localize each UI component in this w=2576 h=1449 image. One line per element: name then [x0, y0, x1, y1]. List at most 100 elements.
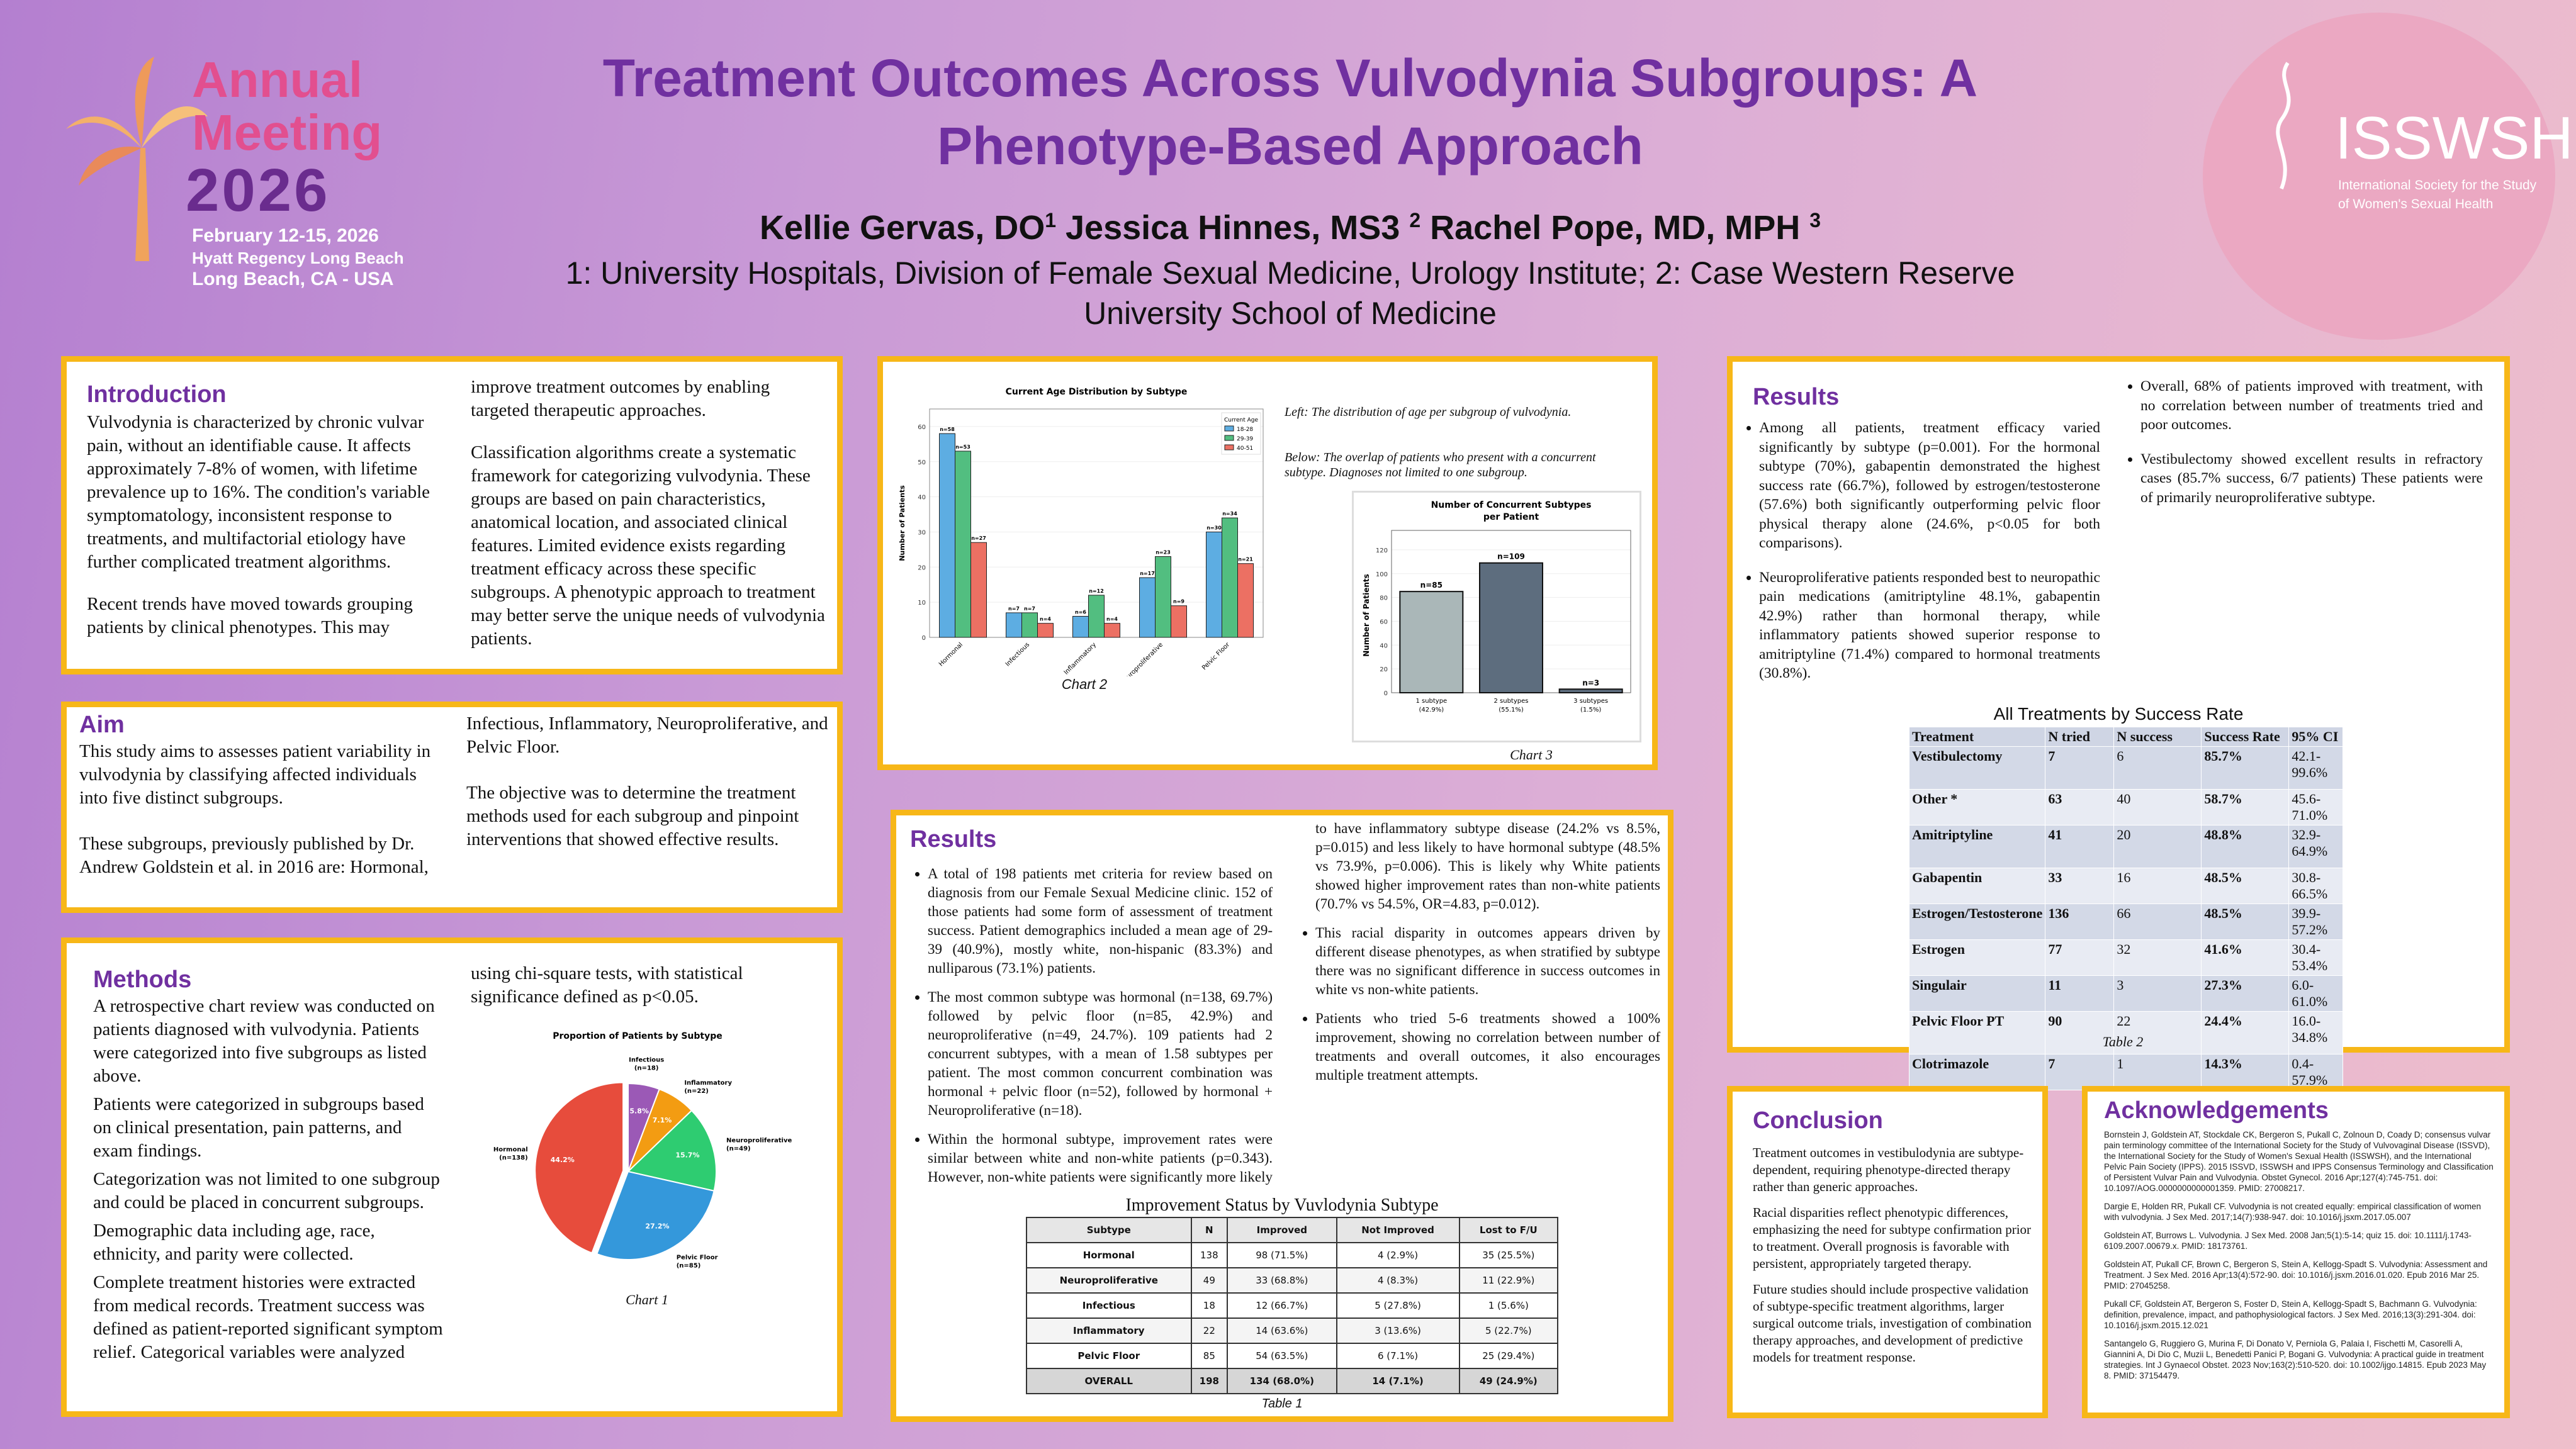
bar-value-label: n=17 — [1140, 571, 1155, 576]
table-cell: 30.4-53.4% — [2288, 939, 2343, 976]
conclusion-body: Treatment outcomes in vestibulodynia are… — [1753, 1145, 2032, 1365]
bar — [1558, 688, 1623, 694]
bar-value-label: n=12 — [1089, 588, 1104, 594]
table-2-caption: Table 2 — [2102, 1034, 2144, 1049]
table-cell: 41.6% — [2201, 939, 2290, 976]
bar-value-label: n=85 — [1420, 581, 1443, 590]
table-row: Other * 63 40 58.7% 45.6-71.0% — [1908, 789, 2343, 825]
acknowledgements-heading: Acknowledgements — [2104, 1097, 2329, 1124]
legend-swatch — [1224, 425, 1234, 432]
legend-box — [1221, 412, 1261, 455]
concurrent-subtypes-chart: Number of Concurrent Subtypes per Patient… — [1352, 491, 1641, 742]
reference-item: Goldstein AT, Pukall CF, Brown C, Berger… — [2104, 1260, 2488, 1290]
bar-18-28 — [1006, 612, 1022, 638]
table-cell: 198 — [1190, 1368, 1229, 1394]
pie-slice-neuroproliferative — [626, 1109, 717, 1192]
x-tick-pct: (42.9%) — [1419, 707, 1444, 713]
results-right-heading: Results — [1753, 384, 1840, 410]
x-tick-label: Pelvic Floor — [1201, 641, 1232, 672]
table-cell: Gabapentin — [1908, 868, 2046, 904]
bar-value-label: n=34 — [1222, 511, 1237, 517]
table-cell: 0.4-57.9% — [2288, 1054, 2343, 1090]
results-body: A total of 198 patients met criteria for… — [910, 819, 1660, 1192]
x-tick-label: Inflammatory — [1063, 641, 1098, 676]
table-cell: 18 — [1190, 1292, 1229, 1319]
table-cell: 4 (8.3%) — [1336, 1267, 1460, 1294]
table-row: Inflammatory 22 14 (63.6%) 3 (13.6%) 5 (22.7… — [1026, 1318, 1559, 1344]
table-cell: 63 — [2045, 789, 2115, 825]
table-cell: 7 — [2045, 746, 2115, 790]
table-cell: 48.8% — [2201, 825, 2290, 868]
chart-title: Proportion of Patients by Subtype — [553, 1031, 722, 1041]
table-2-title: All Treatments by Success Rate — [1993, 704, 2244, 724]
bar-29-39 — [1088, 595, 1105, 638]
chart-1-caption: Chart 1 — [626, 1292, 668, 1307]
slice-percent-label: 7.1% — [653, 1116, 672, 1124]
results-right-col-right: Overall, 68% of patients improved with t… — [2123, 377, 2483, 517]
table-cell: Amitriptyline — [1908, 825, 2046, 868]
table-row: Amitriptyline 41 20 48.8% 32.9-64.9% — [1908, 825, 2343, 868]
table-cell: 49 — [1190, 1267, 1229, 1294]
bar-value-label: n=109 — [1497, 552, 1525, 561]
bar-18-28 — [1139, 577, 1156, 638]
bar-18-28 — [1072, 615, 1089, 638]
table-cell: 6 (7.1%) — [1336, 1343, 1460, 1369]
table-cell: 12 (66.7%) — [1227, 1292, 1337, 1319]
age-distribution-chart: Current Age Distribution by Subtype 0 10 20… — [891, 374, 1281, 686]
table-cell: Singulair — [1908, 975, 2046, 1012]
table-cell: 22 — [1190, 1318, 1229, 1344]
y-tick-label: 20 — [1380, 666, 1388, 673]
slice-label: Hormonal — [493, 1146, 528, 1153]
bar-29-39 — [955, 450, 971, 638]
table-row: OVERALL 198 134 (68.0%) 14 (7.1%) 49 (24.9%) — [1026, 1368, 1559, 1394]
table-cell: 58.7% — [2201, 789, 2290, 825]
improvement-table: Subtype N Improved Not Improved Lost to F/U … — [1026, 1217, 1559, 1394]
palm-tree-icon — [66, 57, 208, 261]
society-acronym: ISSWSH — [2335, 104, 2573, 172]
table-cell: 6.0-61.0% — [2288, 975, 2343, 1012]
legend-swatch — [1224, 444, 1234, 450]
bar-value-label: n=23 — [1156, 550, 1171, 556]
y-tick-label: 120 — [1376, 547, 1388, 554]
y-tick-label: 60 — [918, 424, 926, 431]
table-cell: 41 — [2045, 825, 2115, 868]
reference-list: Bornstein J, Goldstein AT, Stockdale CK,… — [2104, 1129, 2494, 1389]
table-cell: 42.1-99.6% — [2288, 746, 2343, 790]
table-cell: 11 — [2045, 975, 2115, 1012]
result-bullet: Among all patients, treatment efficacy v… — [1759, 418, 2100, 553]
below-note: Below: The overlap of patients who prese… — [1285, 450, 1596, 479]
table-cell: 54 (63.5%) — [1227, 1343, 1337, 1369]
table-cell: 3 (13.6%) — [1336, 1318, 1460, 1344]
table-cell: 32.9-64.9% — [2288, 825, 2343, 868]
bar-29-39 — [1021, 612, 1038, 638]
bar-value-label: n=9 — [1173, 599, 1184, 605]
table-cell: 32 — [2113, 939, 2202, 976]
affiliations: 1: University Hospitals, Division of Fem… — [565, 255, 2015, 331]
pie-chart: Proportion of Patients by Subtype 5.8% Inf… — [471, 1017, 823, 1313]
result-bullet: A total of 198 patients met criteria for… — [928, 864, 1273, 978]
aim-panel: Aim This study aims to assesses patient … — [61, 702, 843, 913]
bar-40-51 — [1037, 623, 1054, 638]
conclusion-panel: Conclusion Treatment outcomes in vestibu… — [1727, 1086, 2048, 1418]
y-tick-label: 80 — [1380, 595, 1388, 602]
bar-40-51 — [1237, 563, 1254, 638]
table-row: Singulair 11 3 27.3% 6.0-61.0% — [1908, 975, 2343, 1012]
reference-item: Bornstein J, Goldstein AT, Stockdale CK,… — [2104, 1130, 2494, 1193]
result-bullet: Within the hormonal subtype, improvement… — [928, 819, 1660, 1192]
bar-value-label: n=7 — [1008, 606, 1020, 612]
table-cell: 40 — [2113, 789, 2202, 825]
poster-title: Treatment Outcomes Across Vulvodynia Sub… — [441, 44, 2140, 180]
x-tick-pct: (55.1%) — [1499, 707, 1524, 713]
slice-count-label: (n=49) — [726, 1145, 751, 1152]
table-cell: 77 — [2045, 939, 2115, 976]
table-1-title: Improvement Status by Vuvlodynia Subtype — [1125, 1195, 1439, 1215]
table-cell: Hormonal — [1026, 1242, 1192, 1268]
reference-item: Goldstein AT, Burrows L. Vulvodynia. J S… — [2104, 1231, 2472, 1251]
result-bullet: This racial disparity in outcomes appear… — [1315, 924, 1660, 999]
slice-count-label: (n=22) — [684, 1088, 709, 1095]
bar-value-label: n=7 — [1024, 606, 1035, 612]
table-cell: 14.3% — [2201, 1054, 2290, 1090]
slice-label: Infectious — [629, 1057, 664, 1064]
bar-29-39 — [1155, 556, 1171, 638]
table-1-caption: Table 1 — [1261, 1397, 1303, 1411]
